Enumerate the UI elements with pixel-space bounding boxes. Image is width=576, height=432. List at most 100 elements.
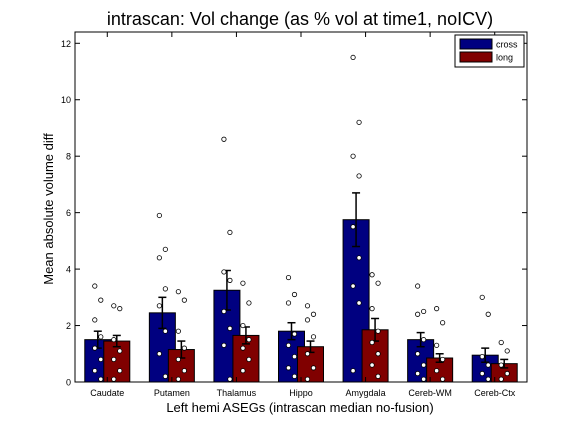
data-point <box>156 255 162 261</box>
data-point <box>285 274 292 281</box>
data-point <box>415 351 421 357</box>
data-point <box>485 362 491 368</box>
data-point <box>285 342 292 348</box>
data-point <box>498 376 504 382</box>
data-point <box>111 376 117 382</box>
data-point <box>304 351 311 357</box>
chart-title: intrascan: Vol change (as % vol at time1… <box>107 9 493 29</box>
data-point <box>291 373 298 379</box>
data-point <box>111 337 117 343</box>
data-point <box>479 294 485 300</box>
data-point <box>440 356 446 363</box>
data-point <box>227 376 233 382</box>
data-point <box>117 348 123 354</box>
data-point <box>415 283 421 289</box>
data-point <box>111 356 117 363</box>
data-point <box>156 351 162 357</box>
data-point <box>369 339 375 346</box>
data-point <box>504 370 510 377</box>
plot-area: 0 2 4 6 8 10 12 Caudate Putamen Thalamus Hippo Amyg… <box>61 31 528 398</box>
data-point <box>162 286 168 292</box>
data-point <box>246 300 252 306</box>
data-point <box>498 339 504 346</box>
data-point <box>504 348 510 354</box>
data-point <box>350 224 356 230</box>
data-point <box>434 368 440 374</box>
data-point <box>356 119 362 125</box>
y-tick-label: 2 <box>66 321 71 331</box>
data-point <box>175 328 181 334</box>
data-point <box>285 365 292 371</box>
data-point <box>92 283 98 289</box>
data-point <box>98 297 104 303</box>
x-tick-label-amygdala: Amygdala <box>346 388 386 398</box>
data-point <box>162 246 168 252</box>
data-point <box>421 337 427 343</box>
data-point <box>98 356 104 363</box>
data-point <box>291 353 298 360</box>
data-point <box>240 345 246 351</box>
y-tick-label: 4 <box>66 265 71 275</box>
data-point <box>375 373 381 379</box>
data-point <box>310 334 317 340</box>
legend-label-long: long <box>496 53 513 63</box>
data-point <box>227 277 233 283</box>
data-point <box>240 368 246 374</box>
data-point <box>92 317 98 323</box>
data-point <box>479 353 485 360</box>
y-tick-label: 6 <box>66 208 71 218</box>
data-point <box>304 303 311 309</box>
data-point <box>175 289 181 295</box>
data-point <box>246 337 252 343</box>
data-point <box>369 306 375 312</box>
data-point <box>246 356 252 363</box>
data-point <box>375 351 381 357</box>
data-point <box>356 173 362 179</box>
data-point <box>285 300 292 306</box>
data-point <box>421 376 427 382</box>
data-point <box>485 376 491 382</box>
legend-swatch-cross <box>459 38 493 50</box>
y-tick-label: 10 <box>61 95 71 105</box>
data-point <box>181 297 187 303</box>
x-tick-label-putamen: Putamen <box>154 388 190 398</box>
data-point <box>421 362 427 368</box>
data-point <box>156 212 162 219</box>
x-tick-label-cereb-ctx: Cereb-Ctx <box>474 388 516 398</box>
data-point <box>369 272 375 278</box>
data-point <box>181 345 187 351</box>
data-point <box>291 291 298 298</box>
data-point <box>98 376 104 382</box>
y-tick-label: 0 <box>66 378 71 388</box>
bar-long-caudate <box>103 340 131 383</box>
data-point <box>304 376 311 382</box>
data-point <box>375 328 381 334</box>
data-point <box>304 317 311 323</box>
data-point <box>111 303 117 309</box>
data-point <box>162 328 168 334</box>
data-point <box>92 368 98 374</box>
data-point <box>356 300 362 306</box>
data-point <box>356 255 362 261</box>
data-point <box>227 229 233 236</box>
y-axis-label: Mean absolute volume diff <box>41 133 56 285</box>
data-point <box>498 362 504 368</box>
data-point <box>240 322 246 329</box>
data-point <box>375 280 381 286</box>
data-point <box>479 370 485 377</box>
data-point <box>175 376 181 382</box>
legend-label-cross: cross <box>496 40 518 50</box>
data-point <box>117 306 123 312</box>
data-point <box>350 153 356 159</box>
data-point <box>98 334 104 340</box>
data-point <box>92 345 98 351</box>
x-tick-label-cereb-wm: Cereb-WM <box>408 388 452 398</box>
data-point <box>156 303 162 309</box>
data-point <box>221 308 227 315</box>
data-point <box>221 136 227 142</box>
data-point <box>310 365 317 371</box>
axes-box <box>74 31 528 383</box>
legend-swatch-long <box>459 51 493 63</box>
data-point <box>440 320 446 326</box>
x-tick-label-caudate: Caudate <box>90 388 124 398</box>
